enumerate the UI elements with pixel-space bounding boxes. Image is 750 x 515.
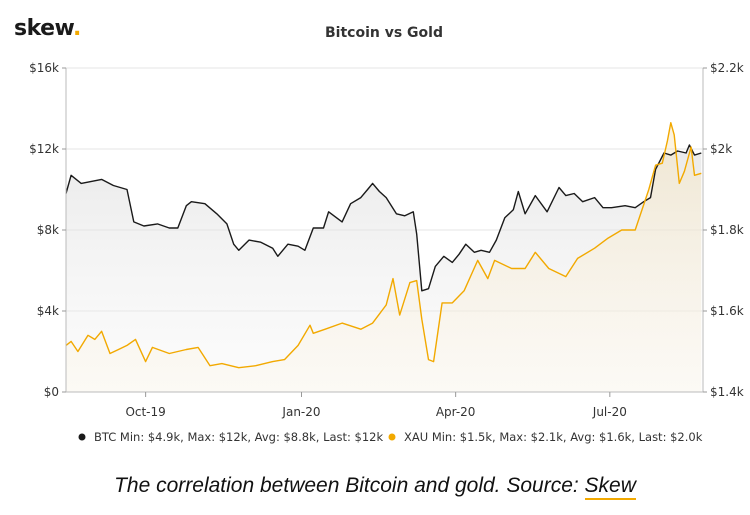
x-tick-label: Apr-20	[436, 405, 476, 419]
brand-name: skew	[14, 16, 73, 41]
y-left-tick-label: $8k	[37, 223, 59, 237]
caption-source: Skew	[584, 474, 636, 500]
legend-label-btc: BTC Min: $4.9k, Max: $12k, Avg: $8.8k, L…	[94, 430, 384, 444]
y-left-tick-label: $0	[44, 385, 59, 399]
y-right-tick-label: $1.8k	[710, 223, 744, 237]
chart-title: Bitcoin vs Gold	[325, 25, 443, 41]
bitcoin-gold-chart: Bitcoin vs Gold $0 $4k $8k $12k $16k $1.4k $1.…	[29, 25, 744, 444]
line-btc	[65, 144, 702, 292]
legend-marker-xau	[388, 433, 396, 441]
y-left-tick-label: $12k	[29, 142, 59, 156]
legend: BTC Min: $4.9k, Max: $12k, Avg: $8.8k, L…	[78, 430, 703, 444]
caption-text: The correlation between Bitcoin and gold…	[114, 474, 585, 497]
y-right-tick-label: $2.2k	[710, 61, 744, 75]
brand-dot: .	[72, 16, 81, 41]
y-left-tick-label: $16k	[29, 61, 59, 75]
figure-caption: The correlation between Bitcoin and gold…	[0, 474, 750, 500]
y-right-tick-label: $1.6k	[710, 304, 744, 318]
y-left-tick-label: $4k	[37, 304, 59, 318]
brand-logo: skew.	[14, 16, 81, 41]
series-lines	[65, 122, 702, 369]
area-xau	[66, 122, 702, 392]
x-tick-label: Oct-19	[125, 405, 165, 419]
area-fills	[66, 122, 702, 392]
line-xau	[65, 122, 702, 369]
x-tick-label: Jul-20	[592, 405, 627, 419]
axis-ticks: $0 $4k $8k $12k $16k $1.4k $1.6k $1.8k $2k $2.2k O…	[29, 61, 744, 419]
legend-marker-btc	[78, 433, 86, 441]
x-tick-label: Jan-20	[281, 405, 320, 419]
y-right-tick-label: $1.4k	[710, 385, 744, 399]
y-right-tick-label: $2k	[710, 142, 732, 156]
legend-label-xau: XAU Min: $1.5k, Max: $2.1k, Avg: $1.6k, …	[404, 430, 703, 444]
